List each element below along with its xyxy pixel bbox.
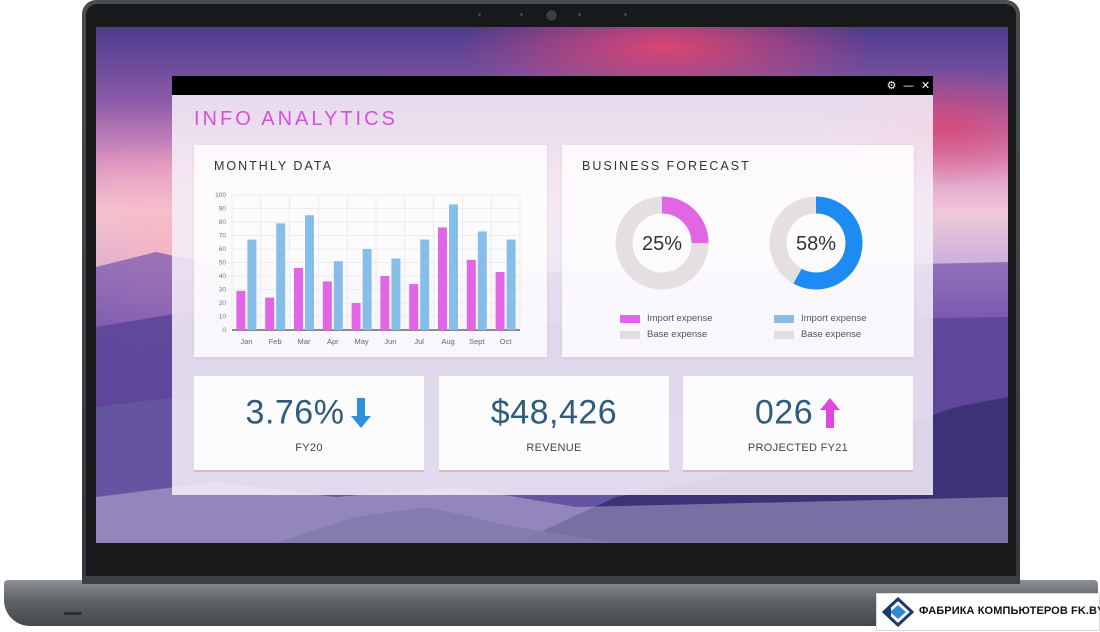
x-tick-label: Sept (469, 337, 485, 346)
legend-label: Base expense (647, 329, 708, 340)
legend-label: Import expense (647, 313, 713, 324)
window-titlebar: ⚙ — ✕ (172, 76, 933, 95)
settings-button[interactable]: ⚙ (886, 79, 897, 92)
bar-oct-series-1 (495, 271, 505, 330)
watermark-text: ФАБРИКА КОМПЬЮТЕРОВ FK.BY (919, 605, 1100, 617)
bar-may-series-2 (362, 249, 372, 330)
y-tick-label: 50 (219, 260, 227, 267)
business-forecast-title: BUSINESS FORECAST (582, 159, 751, 173)
sensor-dot (624, 13, 627, 16)
y-tick-label: 60 (219, 246, 227, 253)
x-tick-label: Apr (327, 337, 339, 346)
y-tick-label: 70 (219, 233, 227, 240)
x-tick-label: Oct (500, 337, 513, 346)
bar-jul-series-2 (420, 239, 430, 330)
y-tick-label: 0 (222, 327, 226, 334)
kpi-card-projected: 026 PROJECTED FY21 (683, 376, 913, 472)
donut-segment (615, 196, 709, 290)
bar-oct-series-2 (506, 239, 516, 330)
bar-apr-series-2 (333, 261, 343, 330)
bar-aug-series-1 (438, 227, 447, 330)
sensor-dot (478, 13, 481, 16)
legend-item: Import expense (774, 313, 866, 324)
legend-item: Base expense (620, 329, 707, 340)
x-tick-label: Aug (441, 337, 454, 346)
kpi-value: 3.76% (194, 392, 424, 433)
y-tick-label: 10 (219, 314, 227, 321)
kpi-value: $48,426 (439, 392, 669, 433)
laptop-hinge (82, 576, 1020, 584)
brand-logo-icon (881, 597, 915, 627)
watermark-badge: ФАБРИКА КОМПЬЮТЕРОВ FK.BY (876, 593, 1100, 631)
y-tick-label: 80 (219, 219, 227, 226)
kpi-label: PROJECTED FY21 (747, 442, 849, 454)
analytics-window: ⚙ — ✕ INFO ANALYTICS MONTHLY DATA 0 10 20 3… (172, 76, 933, 495)
bar-sept-series-1 (466, 259, 476, 330)
kpi-card-fy20: 3.76% FY20 (194, 376, 424, 472)
bar-aug-series-2 (449, 204, 458, 330)
legend-swatch (774, 314, 794, 323)
x-tick-label: Jun (384, 337, 396, 346)
bar-jan-series-1 (236, 290, 246, 330)
x-tick-label: Jul (414, 337, 424, 346)
legend-swatch (620, 314, 640, 323)
arrow-down-icon (351, 398, 372, 429)
donut-segment (769, 196, 863, 290)
legend-item: Base expense (774, 329, 861, 340)
sensor-dot (520, 13, 523, 16)
bar-jun-series-1 (380, 276, 390, 330)
kpi-number: $48,426 (490, 393, 618, 432)
minimize-button[interactable]: — (903, 79, 914, 92)
arrow-up-icon (820, 398, 841, 429)
y-tick-label: 30 (219, 287, 227, 294)
kpi-number: 3.76% (245, 393, 345, 432)
bar-feb-series-1 (265, 297, 275, 330)
donut-percent-label: 25% (642, 233, 682, 255)
y-tick-label: 100 (215, 192, 226, 199)
donut-percent-label: 58% (796, 233, 836, 255)
legend-label: Base expense (801, 329, 862, 340)
bar-may-series-1 (351, 303, 361, 330)
y-tick-label: 90 (219, 206, 227, 213)
bar-mar-series-1 (294, 267, 303, 330)
legend-item: Import expense (620, 313, 712, 324)
bar-apr-series-1 (322, 281, 332, 330)
bar-sept-series-2 (477, 231, 487, 330)
monthly-data-panel: MONTHLY DATA 0 10 20 30 40 50 60 70 80 90 100 Jan Fe… (194, 145, 547, 357)
kpi-value: 026 (683, 392, 913, 433)
forecast-donut-charts: 25% 58% (615, 196, 863, 290)
bar-jul-series-1 (409, 284, 419, 330)
x-tick-label: Jan (240, 337, 252, 346)
sensor-dot (578, 13, 581, 16)
x-tick-label: Feb (269, 337, 282, 346)
legend-label: Import expense (801, 313, 867, 324)
y-tick-label: 20 (219, 300, 227, 307)
legend-swatch (620, 330, 640, 339)
kpi-label: REVENUE (526, 442, 582, 454)
x-tick-label: Mar (298, 337, 311, 346)
monthly-data-title: MONTHLY DATA (214, 159, 333, 173)
webcam-icon (545, 9, 558, 22)
business-forecast-panel: BUSINESS FORECAST 25% 58% Import expense … (562, 145, 914, 357)
bar-mar-series-2 (305, 215, 314, 330)
close-button[interactable]: ✕ (920, 79, 931, 92)
kpi-number: 026 (754, 393, 814, 432)
bar-jan-series-2 (247, 239, 257, 330)
status-led (64, 612, 82, 615)
x-tick-label: May (355, 337, 369, 346)
kpi-card-revenue: $48,426 REVENUE (439, 376, 669, 472)
app-title: INFO ANALYTICS (194, 108, 398, 130)
bar-jun-series-2 (391, 258, 401, 330)
monthly-bar-chart: 0 10 20 30 40 50 60 70 80 90 100 Jan Feb Mar Apr May Jun… (215, 192, 521, 346)
legend-swatch (774, 330, 794, 339)
y-tick-label: 40 (219, 273, 227, 280)
kpi-label: FY20 (295, 442, 323, 454)
bar-feb-series-2 (276, 223, 286, 330)
